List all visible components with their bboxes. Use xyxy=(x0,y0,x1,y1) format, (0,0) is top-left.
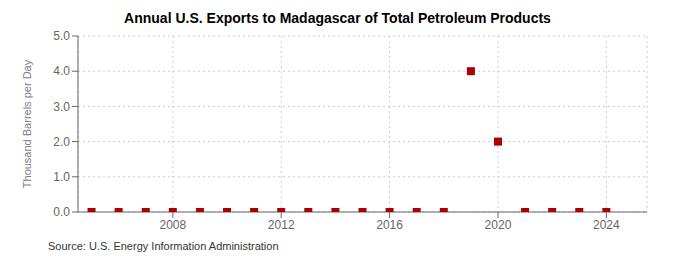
svg-text:3.0: 3.0 xyxy=(53,100,70,114)
html-text:Source: U.S. Energy Informatio: Source: U.S. Energy Information Administ… xyxy=(48,240,279,252)
svg-text:2012: 2012 xyxy=(268,218,295,232)
svg-text:0.0: 0.0 xyxy=(53,205,70,219)
svg-text:1.0: 1.0 xyxy=(53,170,70,184)
svg-text:2008: 2008 xyxy=(159,218,186,232)
svg-text:Thousand Barrels per Day: Thousand Barrels per Day xyxy=(21,59,33,188)
svg-text:2020: 2020 xyxy=(485,218,512,232)
svg-text:4.0: 4.0 xyxy=(53,64,70,78)
svg-text:5.0: 5.0 xyxy=(53,29,70,43)
svg-text:2024: 2024 xyxy=(593,218,620,232)
svg-text:2.0: 2.0 xyxy=(53,135,70,149)
html-text:Annual U.S. Exports to Madagas: Annual U.S. Exports to Madagascar of Tot… xyxy=(124,10,551,26)
svg-text:2016: 2016 xyxy=(376,218,403,232)
